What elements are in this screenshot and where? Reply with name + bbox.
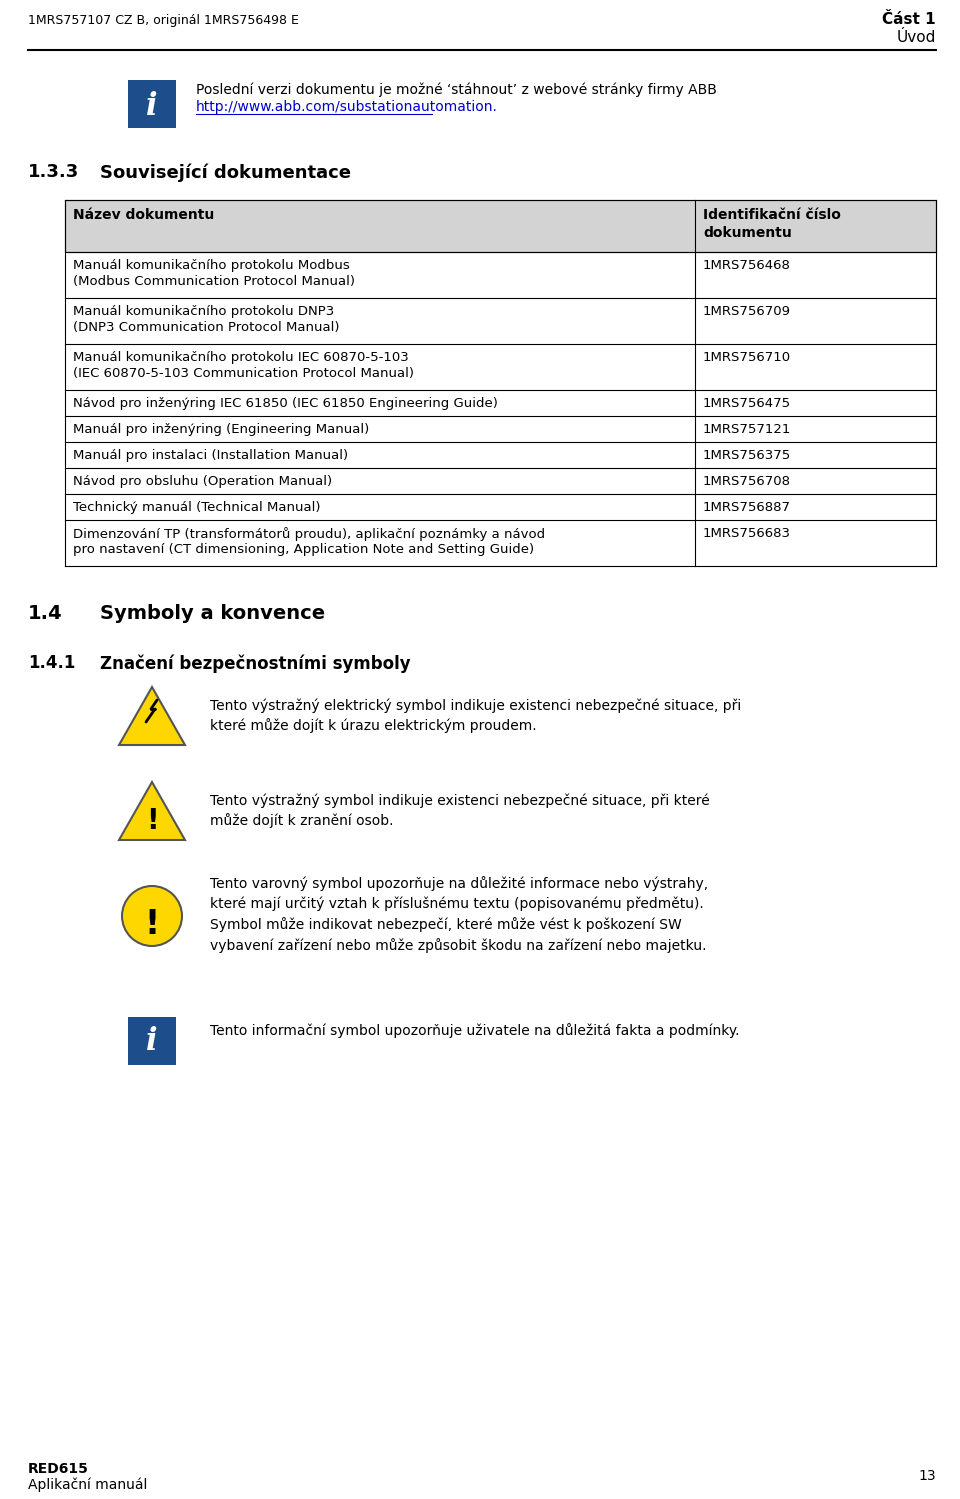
Text: !: ! [144,907,159,940]
Text: pro nastavení (CT dimensioning, Application Note and Setting Guide): pro nastavení (CT dimensioning, Applicat… [73,543,534,556]
Text: RED615: RED615 [28,1462,89,1477]
Text: 1MRS757107 CZ B, originál 1MRS756498 E: 1MRS757107 CZ B, originál 1MRS756498 E [28,13,299,27]
Text: i: i [146,90,157,121]
Text: Tento výstražný symbol indikuje existenci nebezpečné situace, při které
může doj: Tento výstražný symbol indikuje existenc… [210,793,709,829]
Text: !: ! [146,806,158,835]
Text: Technický manuál (Technical Manual): Technický manuál (Technical Manual) [73,501,321,514]
Text: Tento výstražný elektrický symbol indikuje existenci nebezpečné situace, při
kte: Tento výstražný elektrický symbol indiku… [210,699,741,733]
Bar [128,79,176,127]
Text: Název dokumentu: Název dokumentu [73,208,214,222]
Polygon shape [119,687,185,745]
Text: 1.4.1: 1.4.1 [28,654,76,672]
Text: 1MRS756709: 1MRS756709 [703,304,791,318]
Text: Aplikační manuál: Aplikační manuál [28,1478,148,1493]
Text: Symboly a konvence: Symboly a konvence [100,604,325,624]
Text: Manuál komunikačního protokolu Modbus: Manuál komunikačního protokolu Modbus [73,259,349,271]
Text: Poslední verzi dokumentu je možné ‘stáhnout’ z webové stránky firmy ABB: Poslední verzi dokumentu je možné ‘stáhn… [196,82,717,96]
Polygon shape [119,782,185,839]
Bar [65,199,936,252]
Text: Tento varovný symbol upozorňuje na důležité informace nebo výstrahy,
které mají : Tento varovný symbol upozorňuje na důlež… [210,875,708,953]
Text: i: i [146,1025,157,1057]
Text: Dimenzování TP (transformátorů proudu), aplikační poznámky a návod: Dimenzování TP (transformátorů proudu), … [73,528,545,541]
Text: Úvod: Úvod [897,30,936,45]
Text: (IEC 60870-5-103 Communication Protocol Manual): (IEC 60870-5-103 Communication Protocol … [73,367,414,381]
Text: Návod pro inženýring IEC 61850 (IEC 61850 Engineering Guide): Návod pro inženýring IEC 61850 (IEC 6185… [73,397,498,411]
Text: http://www.abb.com/substationautomation.: http://www.abb.com/substationautomation. [196,100,498,114]
Text: Manuál komunikačního protokolu DNP3: Manuál komunikačního protokolu DNP3 [73,304,334,318]
Text: Manuál pro instalaci (Installation Manual): Manuál pro instalaci (Installation Manua… [73,450,348,462]
Text: (Modbus Communication Protocol Manual): (Modbus Communication Protocol Manual) [73,274,355,288]
Text: Značení bezpečnostními symboly: Značení bezpečnostními symboly [100,654,411,673]
Text: Identifikační číslo
dokumentu: Identifikační číslo dokumentu [703,208,841,240]
Text: 1MRS756710: 1MRS756710 [703,351,791,364]
Text: 1MRS756468: 1MRS756468 [703,259,791,271]
Text: 13: 13 [919,1469,936,1483]
Text: Návod pro obsluhu (Operation Manual): Návod pro obsluhu (Operation Manual) [73,475,332,489]
Text: 1MRS757121: 1MRS757121 [703,423,791,436]
Text: 1.3.3: 1.3.3 [28,163,80,181]
Bar [128,1016,176,1064]
Text: Manuál pro inženýring (Engineering Manual): Manuál pro inženýring (Engineering Manua… [73,423,370,436]
Text: 1MRS756887: 1MRS756887 [703,501,791,514]
Text: Část 1: Část 1 [882,12,936,27]
Text: 1MRS756683: 1MRS756683 [703,528,791,540]
Circle shape [122,886,182,946]
Text: 1MRS756375: 1MRS756375 [703,450,791,462]
Text: Související dokumentace: Související dokumentace [100,163,351,181]
Text: Tento informační symbol upozorňuje uživatele na důležitá fakta a podmínky.: Tento informační symbol upozorňuje uživa… [210,1022,739,1037]
Text: 1MRS756475: 1MRS756475 [703,397,791,411]
Text: 1.4: 1.4 [28,604,62,624]
Text: Manuál komunikačního protokolu IEC 60870-5-103: Manuál komunikačního protokolu IEC 60870… [73,351,409,364]
Text: 1MRS756708: 1MRS756708 [703,475,791,489]
Text: (DNP3 Communication Protocol Manual): (DNP3 Communication Protocol Manual) [73,321,340,334]
